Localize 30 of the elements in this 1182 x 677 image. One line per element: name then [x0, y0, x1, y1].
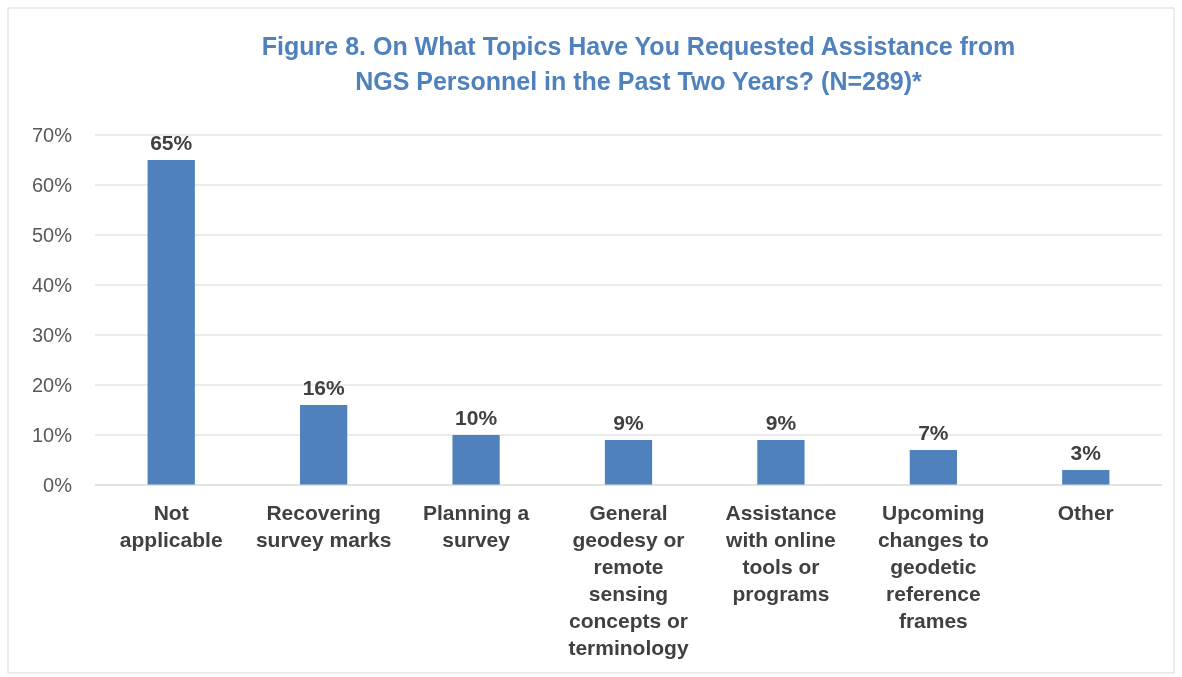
bar: [604, 440, 653, 485]
bar: [147, 160, 195, 485]
x-tick-label: General geodesy or remote sensing concepts or terminology: [568, 501, 689, 659]
y-tick-label: 60%: [31, 174, 73, 196]
x-tick-label: Assistance with online tools or programs: [725, 501, 837, 605]
x-tick-label: Other: [1057, 501, 1114, 524]
data-label: 16%: [302, 376, 345, 399]
bar: [1062, 470, 1110, 485]
bar: [300, 405, 348, 485]
bar: [757, 440, 805, 485]
data-label: 7%: [918, 421, 949, 444]
y-tick-label: 30%: [31, 324, 73, 346]
data-label: 9%: [613, 411, 644, 434]
bar: [909, 450, 957, 485]
x-tick-label: Not applicable: [119, 501, 223, 551]
y-tick-label: 20%: [31, 374, 73, 396]
y-tick-label: 40%: [31, 274, 73, 296]
data-label: 10%: [455, 406, 498, 429]
data-label: 3%: [1070, 441, 1102, 464]
bar: [452, 435, 500, 485]
data-label: 9%: [765, 411, 797, 434]
y-tick-label: 10%: [31, 424, 73, 446]
x-tick-label: Recovering survey marks: [255, 501, 392, 551]
y-tick-label: 0%: [43, 474, 73, 496]
x-tick-label: Upcoming changes to geodetic reference frames: [877, 501, 989, 632]
y-tick-label: 70%: [31, 124, 73, 146]
chart-title: Figure 8. On What Topics Have You Requested Assistance from NGS Personnel in the Past Two Years? (N=289)*: [261, 32, 1016, 95]
x-tick-label: Planning a survey: [422, 501, 530, 551]
y-tick-label: 50%: [31, 224, 73, 246]
data-label: 65%: [150, 131, 193, 154]
